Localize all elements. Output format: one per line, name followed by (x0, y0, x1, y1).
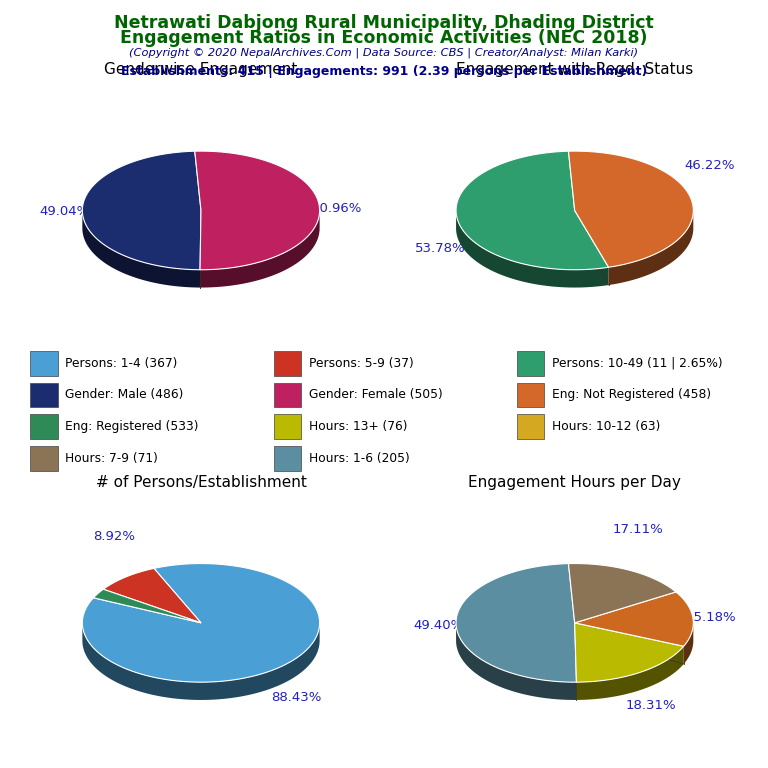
Polygon shape (200, 210, 319, 287)
Text: 53.78%: 53.78% (415, 242, 465, 255)
Text: Gender: Female (505): Gender: Female (505) (309, 389, 442, 402)
Polygon shape (82, 211, 200, 287)
Text: 17.11%: 17.11% (613, 523, 664, 536)
FancyBboxPatch shape (273, 414, 301, 439)
Polygon shape (577, 646, 684, 700)
Polygon shape (82, 623, 319, 700)
Text: Eng: Registered (533): Eng: Registered (533) (65, 420, 199, 433)
Text: Engagement Ratios in Economic Activities (NEC 2018): Engagement Ratios in Economic Activities… (121, 29, 647, 47)
Title: Genderwise Engagement: Genderwise Engagement (104, 62, 298, 78)
FancyBboxPatch shape (30, 382, 58, 407)
Polygon shape (684, 623, 694, 664)
FancyBboxPatch shape (30, 414, 58, 439)
FancyBboxPatch shape (273, 382, 301, 407)
Text: 8.92%: 8.92% (94, 531, 135, 544)
Polygon shape (456, 564, 577, 682)
Polygon shape (94, 589, 201, 623)
Title: Engagement Hours per Day: Engagement Hours per Day (468, 475, 681, 490)
Text: Netrawati Dabjong Rural Municipality, Dhading District: Netrawati Dabjong Rural Municipality, Dh… (114, 14, 654, 31)
Text: Persons: 10-49 (11 | 2.65%): Persons: 10-49 (11 | 2.65%) (551, 357, 723, 370)
FancyBboxPatch shape (517, 414, 545, 439)
Text: 49.40%: 49.40% (413, 619, 463, 631)
Text: Hours: 10-12 (63): Hours: 10-12 (63) (551, 420, 660, 433)
Text: (Copyright © 2020 NepalArchives.Com | Data Source: CBS | Creator/Analyst: Milan : (Copyright © 2020 NepalArchives.Com | Da… (130, 48, 638, 58)
Polygon shape (608, 211, 694, 285)
Text: Persons: 1-4 (367): Persons: 1-4 (367) (65, 357, 177, 370)
Text: Hours: 13+ (76): Hours: 13+ (76) (309, 420, 407, 433)
Text: Hours: 7-9 (71): Hours: 7-9 (71) (65, 452, 158, 465)
Polygon shape (456, 624, 577, 700)
Polygon shape (82, 151, 201, 270)
Text: Gender: Male (486): Gender: Male (486) (65, 389, 184, 402)
Text: 15.18%: 15.18% (686, 611, 736, 624)
Text: 46.22%: 46.22% (684, 159, 734, 172)
Polygon shape (103, 568, 201, 623)
FancyBboxPatch shape (273, 445, 301, 471)
FancyBboxPatch shape (517, 382, 545, 407)
FancyBboxPatch shape (273, 351, 301, 376)
Text: Eng: Not Registered (458): Eng: Not Registered (458) (551, 389, 711, 402)
Polygon shape (82, 564, 319, 682)
Text: Hours: 1-6 (205): Hours: 1-6 (205) (309, 452, 409, 465)
Polygon shape (456, 211, 608, 287)
Polygon shape (195, 151, 319, 270)
Polygon shape (456, 151, 608, 270)
Text: 88.43%: 88.43% (271, 691, 321, 704)
Polygon shape (568, 564, 676, 623)
FancyBboxPatch shape (30, 351, 58, 376)
Text: 49.04%: 49.04% (39, 206, 90, 218)
Text: Establishments: 415 | Engagements: 991 (2.39 persons per Establishment): Establishments: 415 | Engagements: 991 (… (121, 65, 647, 78)
Text: 18.31%: 18.31% (625, 699, 676, 712)
Text: 50.96%: 50.96% (313, 203, 362, 215)
Text: Persons: 5-9 (37): Persons: 5-9 (37) (309, 357, 413, 370)
Title: # of Persons/Establishment: # of Persons/Establishment (95, 475, 306, 490)
FancyBboxPatch shape (30, 445, 58, 471)
Polygon shape (568, 151, 694, 267)
Title: Engagement with Regd. Status: Engagement with Regd. Status (456, 62, 694, 78)
Polygon shape (574, 623, 684, 682)
FancyBboxPatch shape (517, 351, 545, 376)
Polygon shape (574, 592, 694, 646)
